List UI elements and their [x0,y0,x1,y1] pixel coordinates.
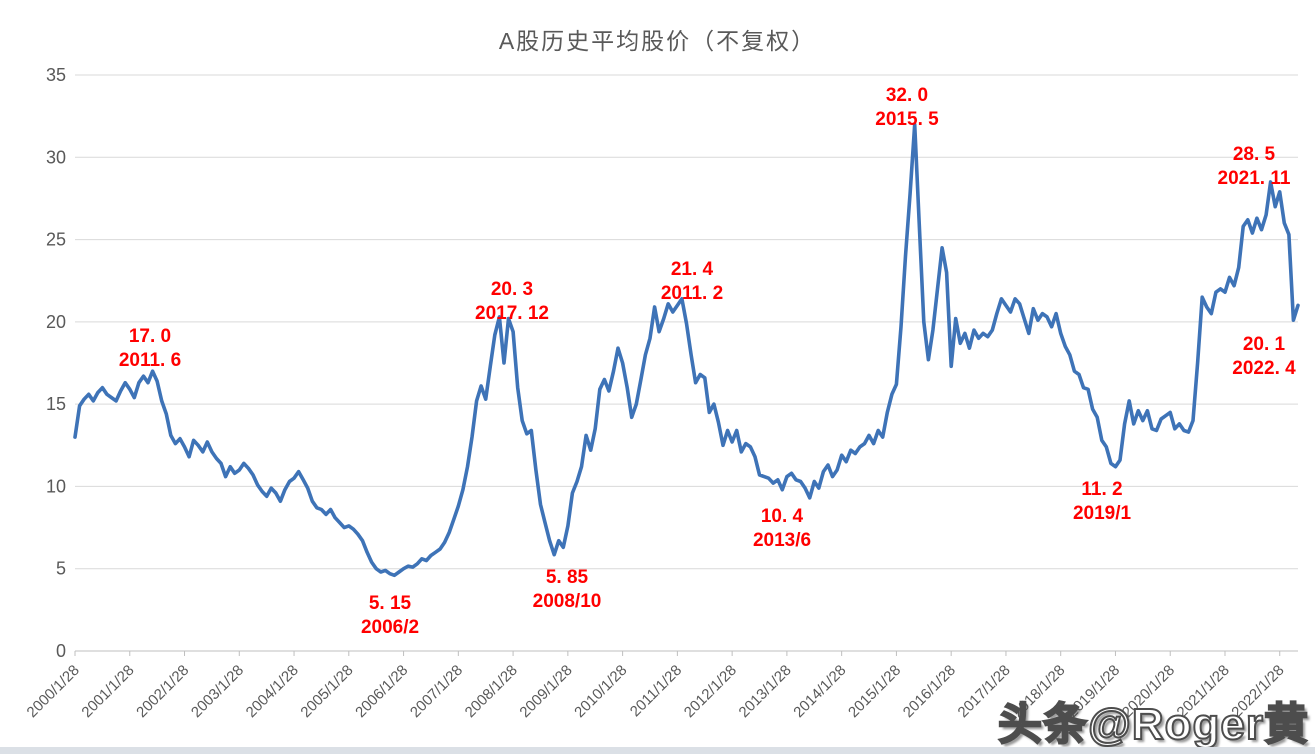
x-axis-tick-label: 2001/1/28 [78,662,137,721]
annotation-label: 20. 3 2017. 12 [475,279,549,324]
bottom-edge-bar [0,747,1315,754]
x-axis-tick-label: 2006/1/28 [352,662,411,721]
y-axis-tick-label: 10 [46,476,66,496]
y-axis-tick-label: 15 [46,394,66,414]
x-axis-tick-label: 2005/1/28 [297,662,356,721]
x-axis-tick-label: 2009/1/28 [516,662,575,721]
x-axis-tick-label: 2003/1/28 [188,662,247,721]
annotation-label: 10. 4 2013/6 [753,506,811,551]
x-axis-tick-label: 2002/1/28 [133,662,192,721]
annotation-label: 20. 1 2022. 4 [1232,334,1296,379]
x-axis-tick-label: 2014/1/28 [790,662,849,721]
x-axis-tick-label: 2013/1/28 [736,662,795,721]
annotation-label: 21. 4 2011. 2 [661,259,723,304]
annotation-label: 17. 0 2011. 6 [119,326,181,371]
watermark: 头条@Roger黄 [997,699,1309,750]
x-axis-tick-label: 2011/1/28 [627,662,685,720]
x-axis-tick-label: 2010/1/28 [571,662,630,721]
annotation-label: 5. 85 2008/10 [533,567,602,612]
annotation-label: 32. 0 2015. 5 [875,85,939,130]
y-axis-tick-label: 30 [46,147,66,167]
y-axis-tick-label: 20 [46,312,66,332]
annotation-label: 11. 2 2019/1 [1073,479,1132,524]
annotation-label: 5. 15 2006/2 [361,593,419,638]
y-axis-tick-label: 5 [56,559,66,579]
x-axis-tick-label: 2004/1/28 [243,662,302,721]
annotation-label: 28. 5 2021. 11 [1218,144,1291,189]
chart-title: A股历史平均股价（不复权） [498,28,817,54]
x-axis-tick-label: 2015/1/28 [845,662,904,721]
x-axis-tick-label: 2016/1/28 [900,662,959,721]
x-axis-tick-label: 2007/1/28 [407,662,466,721]
x-axis-tick-label: 2012/1/28 [681,662,740,721]
x-axis-tick-label: 2000/1/28 [24,662,83,721]
y-axis-tick-label: 25 [46,230,66,250]
x-axis-tick-label: 2008/1/28 [462,662,521,721]
y-axis-tick-label: 0 [56,641,66,661]
y-axis-tick-label: 35 [46,65,66,85]
price-series-line [73,122,1300,578]
